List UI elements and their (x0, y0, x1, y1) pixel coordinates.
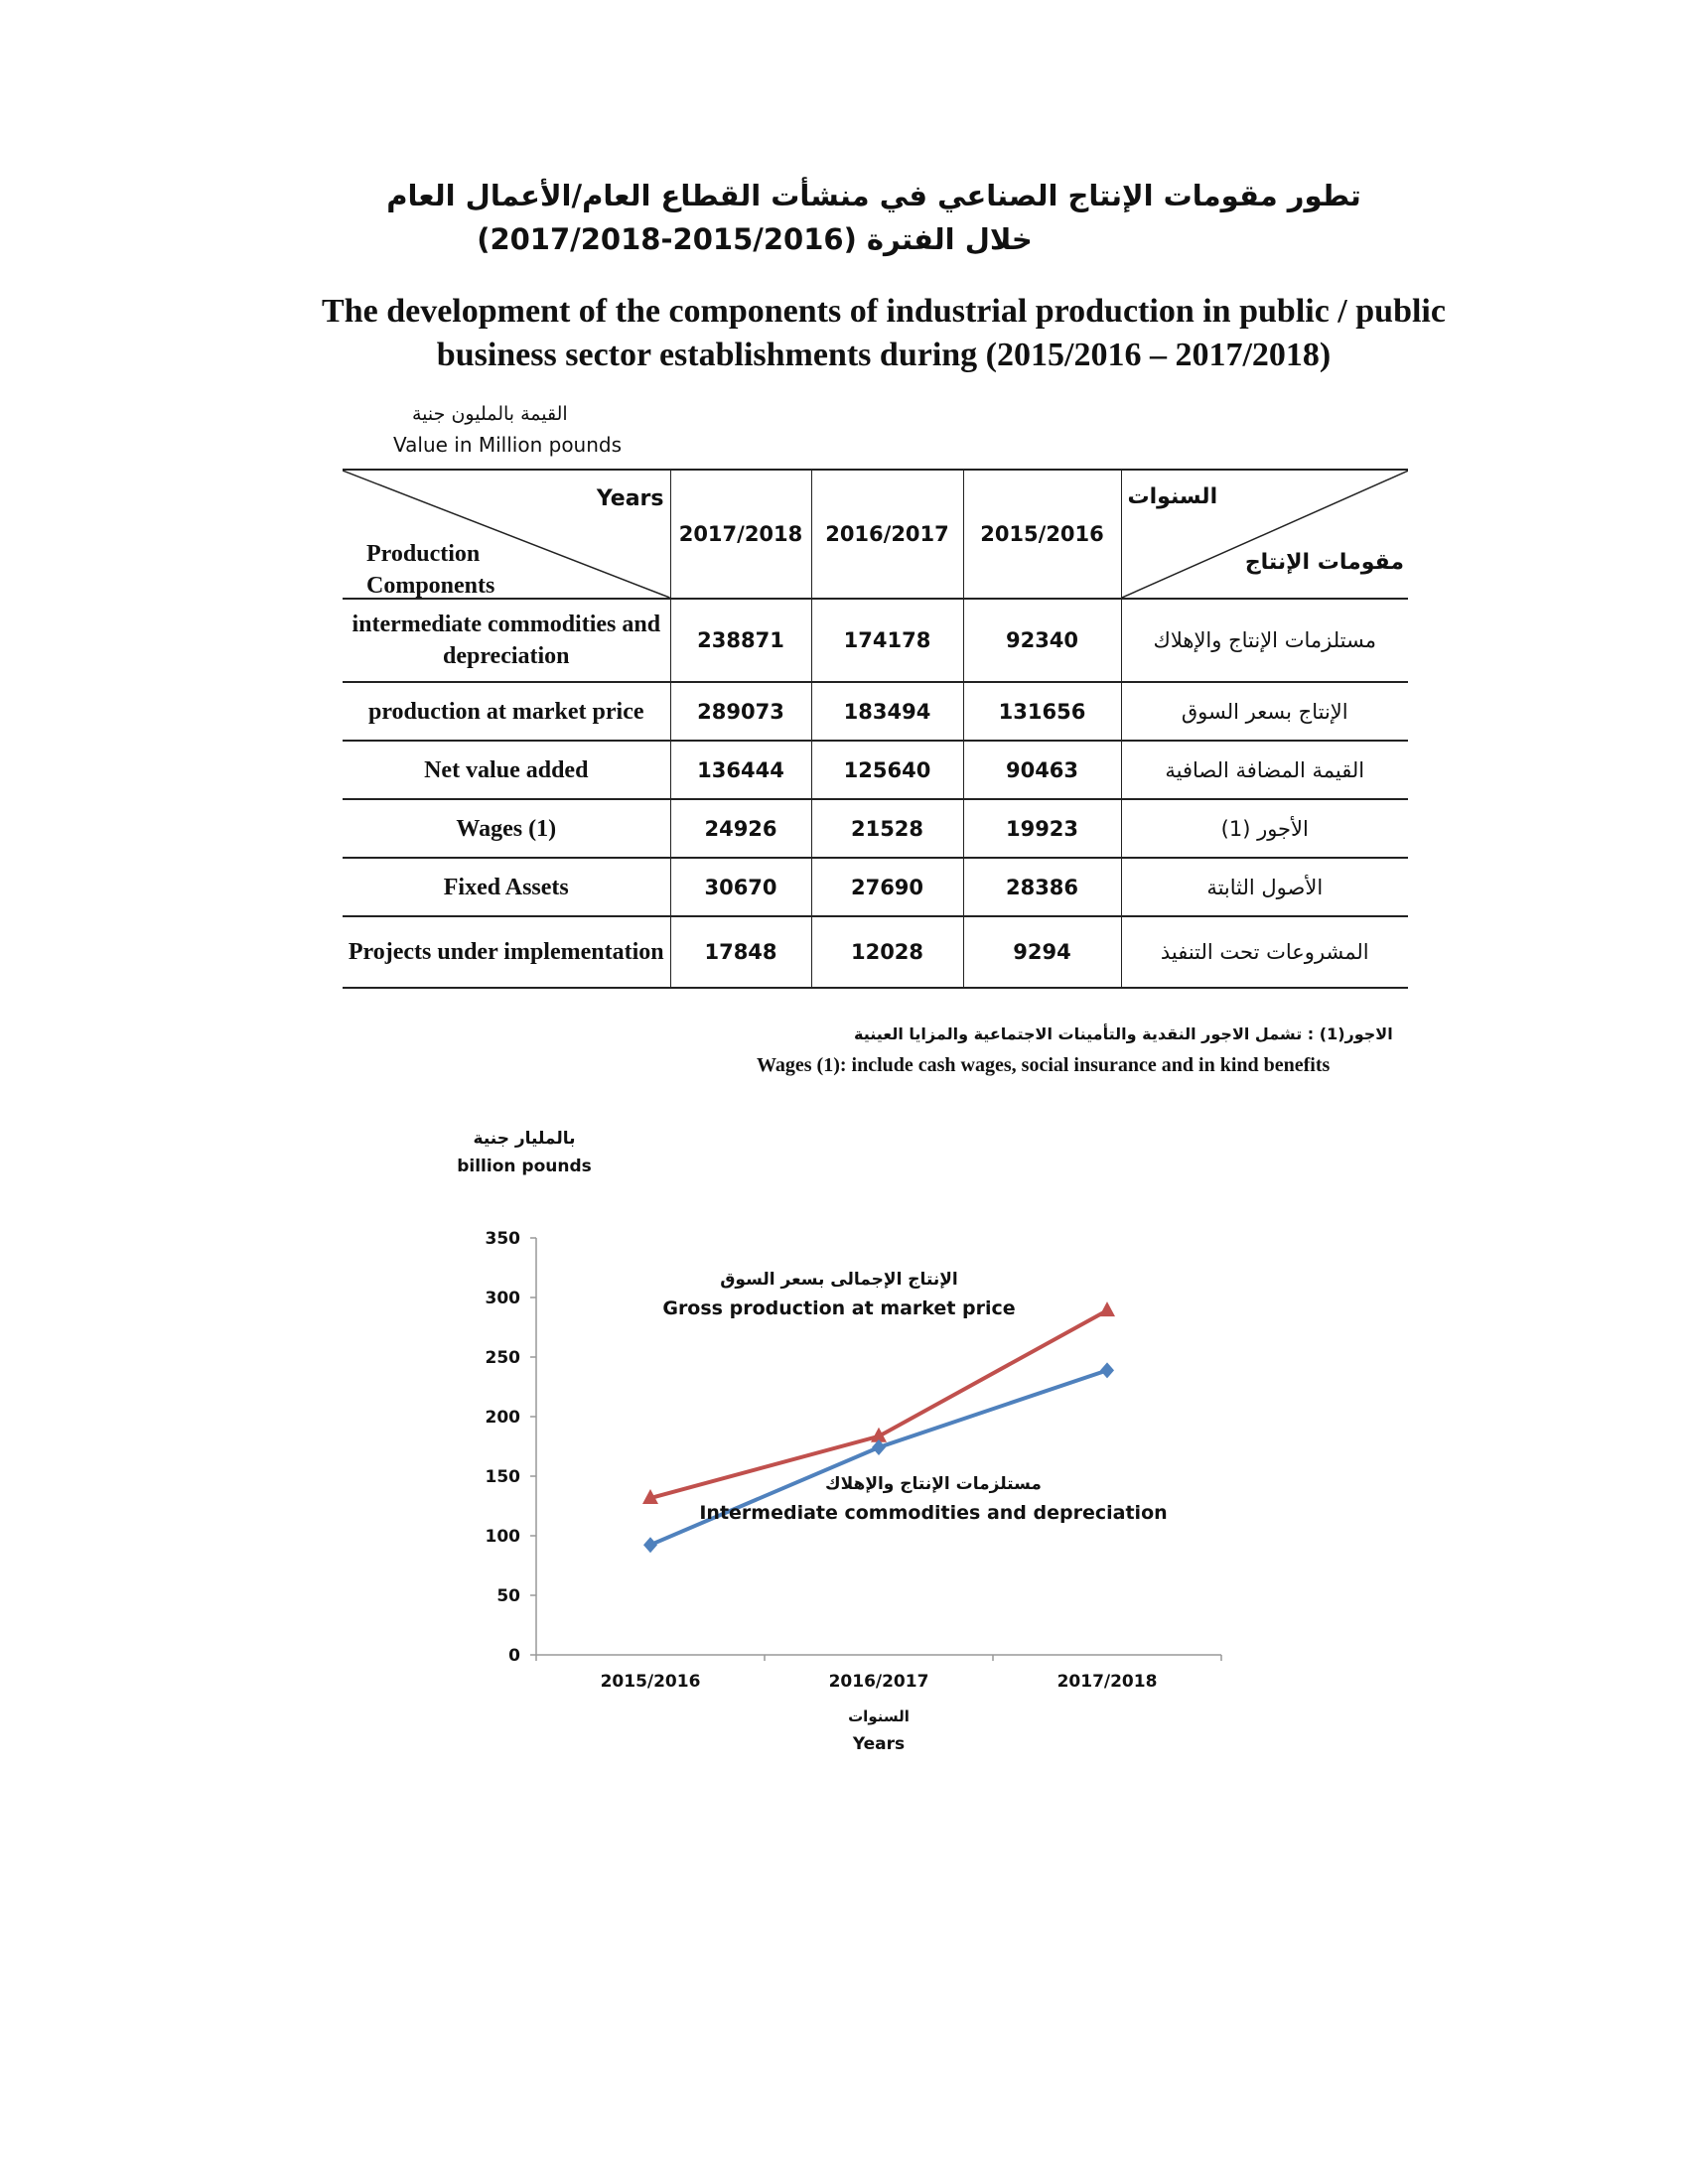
table-cell-value: 92340 (962, 598, 1122, 683)
row-label-arabic: المشروعات تحت التنفيذ (1120, 915, 1408, 989)
unit-label-arabic: القيمة بالمليون جنية (412, 403, 568, 425)
table-cell-value: 9294 (962, 915, 1122, 989)
unit-label-english: Value in Million pounds (393, 433, 623, 457)
y-tick-label: 200 (486, 1408, 521, 1428)
corner-years-arabic: السنوات (1127, 484, 1218, 509)
row-label-english: production at market price (343, 681, 671, 742)
x-tick-label: 2015/2016 (601, 1672, 701, 1692)
data-point-diamond (1100, 1362, 1114, 1379)
table-cell-value: 125640 (810, 740, 964, 800)
series-label-english: Gross production at market price (662, 1297, 1015, 1319)
row-label-arabic: الإنتاج بسعر السوق (1120, 681, 1408, 742)
chart-labels: بالمليار جنية billion pounds السنوات Years ا… (457, 1129, 1167, 1754)
series-line-0 (649, 1308, 1108, 1500)
data-point-triangle (642, 1489, 658, 1505)
year-header: 2015/2016 (962, 469, 1122, 600)
x-axis-title-english: Years (852, 1734, 905, 1754)
series-label-arabic: مستلزمات الإنتاج والإهلاك (825, 1474, 1042, 1494)
table-cell-value: 183494 (810, 681, 964, 742)
table-cell-value: 19923 (962, 798, 1122, 859)
y-tick-label: 100 (486, 1527, 521, 1547)
row-label-arabic: القيمة المضافة الصافية (1120, 740, 1408, 800)
table-row: intermediate commodities and depreciatio… (343, 598, 1408, 683)
table-cell-value: 30670 (669, 857, 812, 917)
table-row: production at market price 289073 183494… (343, 681, 1408, 742)
table-row: Wages (1) 24926 21528 19923 الأجور (1) (343, 798, 1408, 859)
data-point-triangle (871, 1427, 887, 1442)
y-tick-label: 350 (486, 1229, 521, 1249)
data-point-diamond (643, 1537, 657, 1554)
table-header-row: Years Production Components 2017/2018 20… (343, 469, 1408, 600)
production-components-table: Years Production Components 2017/2018 20… (343, 469, 1408, 989)
data-point-diamond (872, 1438, 886, 1455)
table-cell-value: 17848 (669, 915, 812, 989)
chart-axes: 0 50 100 150 200 250 300 350 2015/2016 2016/2017 2… (486, 1229, 1222, 1692)
y-tick-label: 50 (496, 1586, 520, 1606)
row-label-arabic: الأجور (1) (1120, 798, 1408, 859)
title-english: The development of the components of ind… (322, 293, 1446, 373)
table-cell-value: 289073 (669, 681, 812, 742)
y-tick-label: 150 (486, 1467, 521, 1487)
y-axis-title-english: billion pounds (457, 1157, 592, 1176)
y-axis-title-arabic: بالمليار جنية (474, 1129, 576, 1149)
corner-cell-arabic: السنوات مقومات الإنتاج (1120, 469, 1408, 600)
table-cell-value: 174178 (810, 598, 964, 683)
title-arabic-line-1: تطور مقومات الإنتاج الصناعي في منشأت الق… (386, 179, 1361, 212)
row-label-english: Net value added (343, 740, 671, 800)
footnote-english: Wages (1): include cash wages, social in… (757, 1054, 1331, 1076)
table-row: Net value added 136444 125640 90463 القي… (343, 740, 1408, 800)
y-tick-label: 300 (486, 1289, 521, 1308)
row-label-english: Projects under implementation (343, 915, 671, 989)
table-cell-value: 27690 (810, 857, 964, 917)
year-header: 2016/2017 (810, 469, 964, 600)
year-header: 2017/2018 (669, 469, 812, 600)
table-cell-value: 136444 (669, 740, 812, 800)
footnote-arabic: الاجور(1) : تشمل الاجور النقدية والتأمين… (854, 1024, 1393, 1043)
row-label-arabic: الأصول الثابتة (1120, 857, 1408, 917)
table-cell-value: 90463 (962, 740, 1122, 800)
y-tick-label: 250 (486, 1348, 521, 1368)
table-row: Fixed Assets 30670 27690 28386 الأصول ال… (343, 857, 1408, 917)
table-cell-value: 24926 (669, 798, 812, 859)
y-tick-label: 0 (508, 1646, 520, 1666)
corner-cell-english: Years Production Components (343, 469, 671, 600)
table-cell-value: 131656 (962, 681, 1122, 742)
line-chart: 0 50 100 150 200 250 300 350 2015/2016 2016/2017 2… (457, 1129, 1222, 1754)
row-label-arabic: مستلزمات الإنتاج والإهلاك (1120, 598, 1408, 683)
x-tick-label: 2017/2018 (1057, 1672, 1158, 1692)
x-tick-label: 2016/2017 (829, 1672, 929, 1692)
corner-years-english: Years (596, 486, 664, 511)
table-cell-value: 12028 (810, 915, 964, 989)
corner-components-english: Production Components (366, 541, 495, 599)
series-label-arabic: الإنتاج الإجمالى بسعر السوق (720, 1270, 958, 1290)
table-row: Projects under implementation 17848 1202… (343, 915, 1408, 989)
table-cell-value: 28386 (962, 857, 1122, 917)
table-cell-value: 238871 (669, 598, 812, 683)
row-label-english: intermediate commodities and depreciatio… (343, 598, 671, 683)
row-label-english: Fixed Assets (343, 857, 671, 917)
corner-components-arabic: مقومات الإنتاج (1244, 550, 1404, 575)
series-label-english: Intermediate commodities and depreciatio… (699, 1502, 1167, 1524)
x-axis-title-arabic: السنوات (848, 1707, 910, 1725)
table-cell-value: 21528 (810, 798, 964, 859)
row-label-english: Wages (1) (343, 798, 671, 859)
chart-series-layer (642, 1301, 1115, 1554)
data-point-triangle (1099, 1301, 1115, 1317)
title-arabic-line-2: خلال الفترة (2015/2016-2017/2018) (477, 222, 1033, 256)
